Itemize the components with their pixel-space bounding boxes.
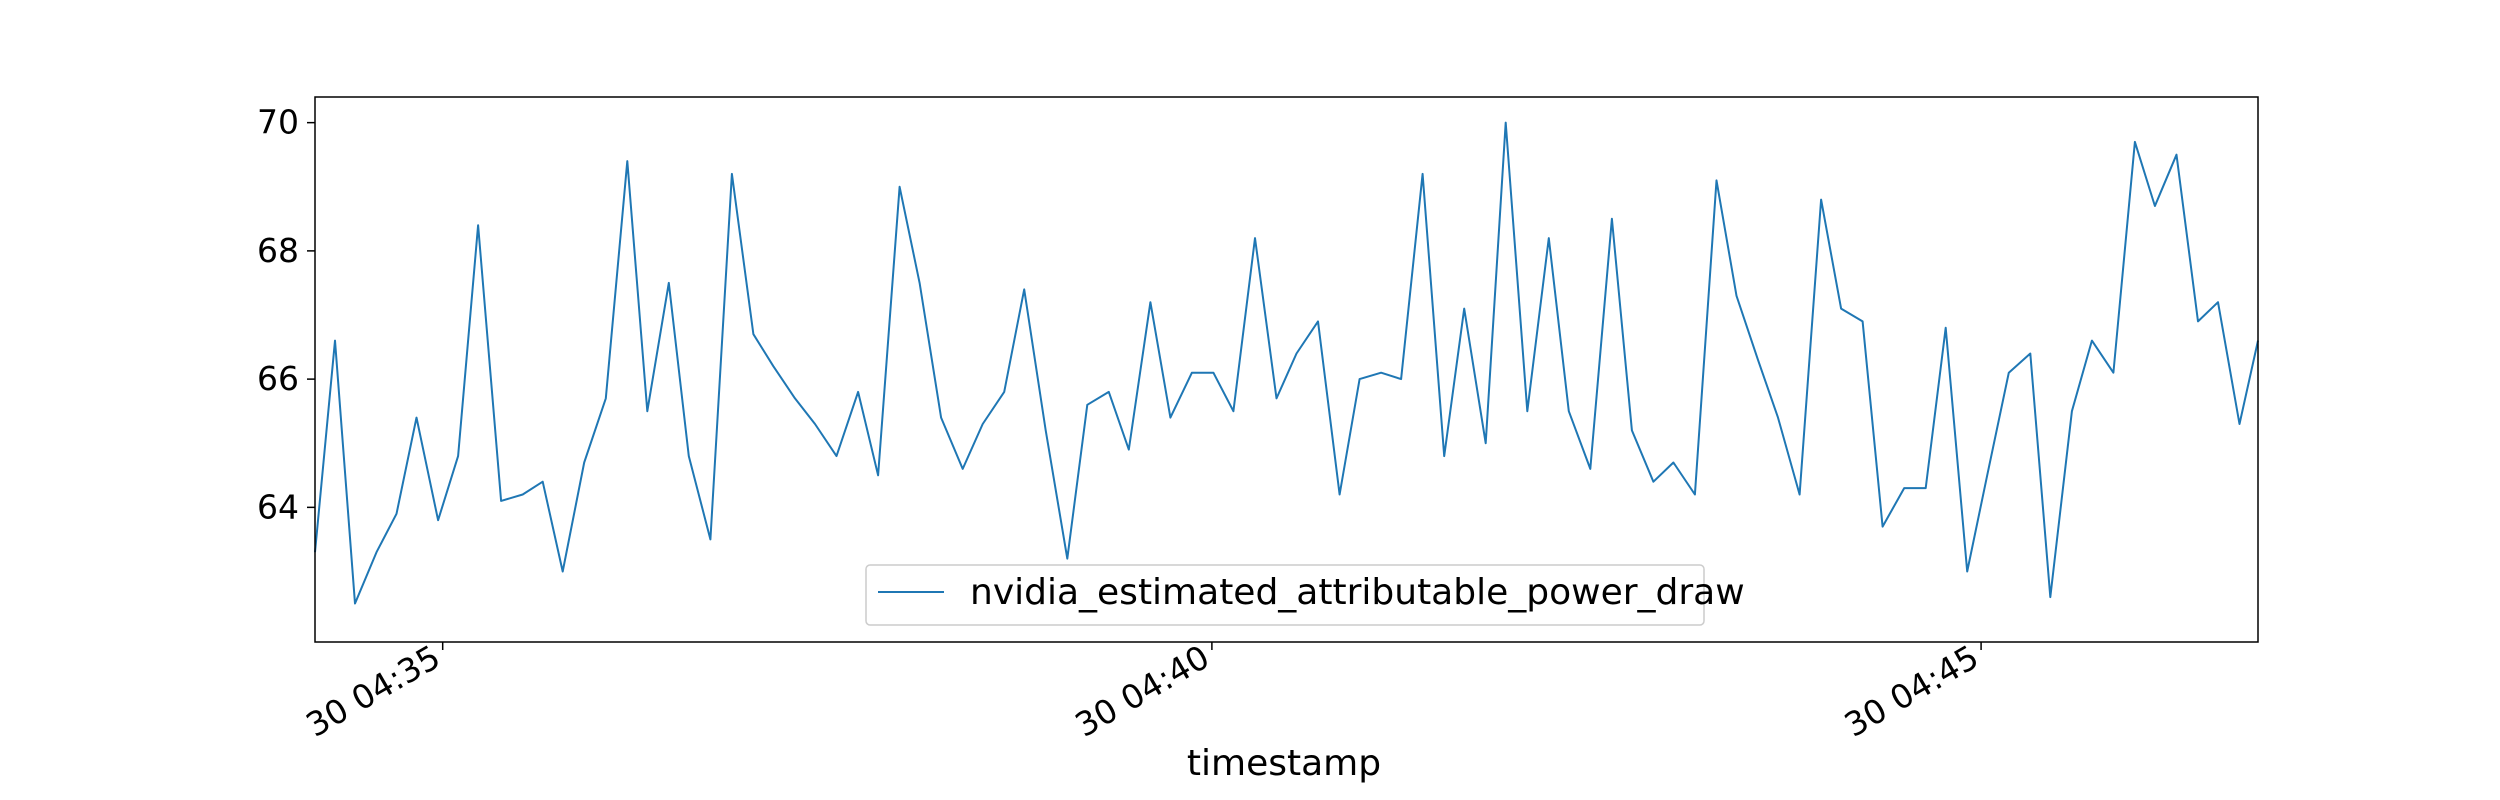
- y-tick-label: 68: [257, 231, 299, 270]
- y-tick-label: 64: [257, 487, 299, 526]
- legend-label: nvidia_estimated_attributable_power_draw: [970, 572, 1745, 613]
- y-tick-label: 70: [257, 103, 299, 142]
- plot-frame: [314, 96, 2259, 643]
- x-axis-label: timestamp: [1187, 743, 1381, 784]
- plot-area: [314, 96, 2259, 643]
- legend: nvidia_estimated_attributable_power_draw: [865, 564, 1745, 626]
- y-axis: 64 66 68 70: [257, 103, 315, 526]
- y-tick-label: 66: [257, 359, 299, 398]
- series-line-nvidia-estimated-attributable-power-draw: [314, 121, 2259, 605]
- legend-box: [865, 564, 1705, 626]
